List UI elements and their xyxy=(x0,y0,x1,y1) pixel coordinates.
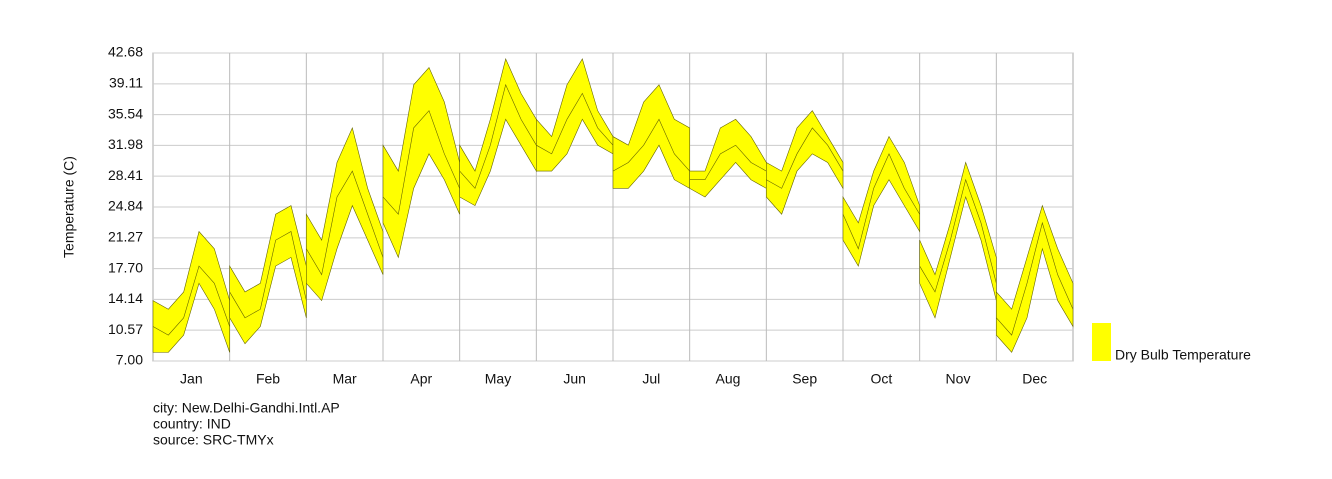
y-tick-label: 17.70 xyxy=(108,259,143,275)
x-tick-label: Mar xyxy=(333,371,357,387)
y-tick-label: 7.00 xyxy=(116,352,143,368)
x-tick-label: May xyxy=(485,371,511,387)
mean-line xyxy=(996,221,1074,336)
band-area xyxy=(766,110,844,215)
mean-line xyxy=(306,170,384,276)
mean-line xyxy=(919,178,997,293)
legend-label: Dry Bulb Temperature xyxy=(1115,347,1251,363)
mean-line xyxy=(152,265,230,336)
y-tick-label: 42.68 xyxy=(108,44,143,60)
mean-line xyxy=(382,110,460,215)
x-tick-label: Nov xyxy=(946,371,971,387)
x-tick-label: Jul xyxy=(642,371,660,387)
mean-line xyxy=(459,83,537,189)
note: country: IND xyxy=(153,416,231,432)
x-tick-label: Dec xyxy=(1022,371,1047,387)
x-tick-label: Jun xyxy=(563,371,586,387)
y-tick-label: 24.84 xyxy=(108,198,143,214)
legend-swatch xyxy=(1092,323,1111,361)
y-tick-label: 31.98 xyxy=(108,136,143,152)
x-tick-label: Feb xyxy=(256,371,280,387)
mean-line xyxy=(229,231,307,319)
band-area xyxy=(996,204,1074,353)
note: source: SRC-TMYx xyxy=(153,432,274,448)
y-tick-label: 14.14 xyxy=(108,290,143,306)
x-tick-label: Apr xyxy=(410,371,432,387)
note: city: New.Delhi-Gandhi.Intl.AP xyxy=(153,400,340,416)
y-tick-label: 28.41 xyxy=(108,167,143,183)
band-area xyxy=(382,66,460,259)
x-tick-label: Aug xyxy=(716,371,741,387)
x-tick-label: Oct xyxy=(870,371,892,387)
band-area xyxy=(306,127,384,302)
y-tick-label: 21.27 xyxy=(108,229,143,245)
y-tick-label: 35.54 xyxy=(108,105,143,121)
y-tick-label: 39.11 xyxy=(109,75,143,91)
x-tick-label: Sep xyxy=(792,371,817,387)
y-axis-label: Temperature (C) xyxy=(61,156,77,258)
mean-line xyxy=(842,153,920,250)
x-tick-label: Jan xyxy=(180,371,203,387)
mean-line xyxy=(612,118,690,172)
mean-line xyxy=(536,92,614,155)
mean-line xyxy=(689,144,767,181)
y-tick-label: 10.57 xyxy=(108,321,143,337)
mean-line xyxy=(766,127,844,189)
